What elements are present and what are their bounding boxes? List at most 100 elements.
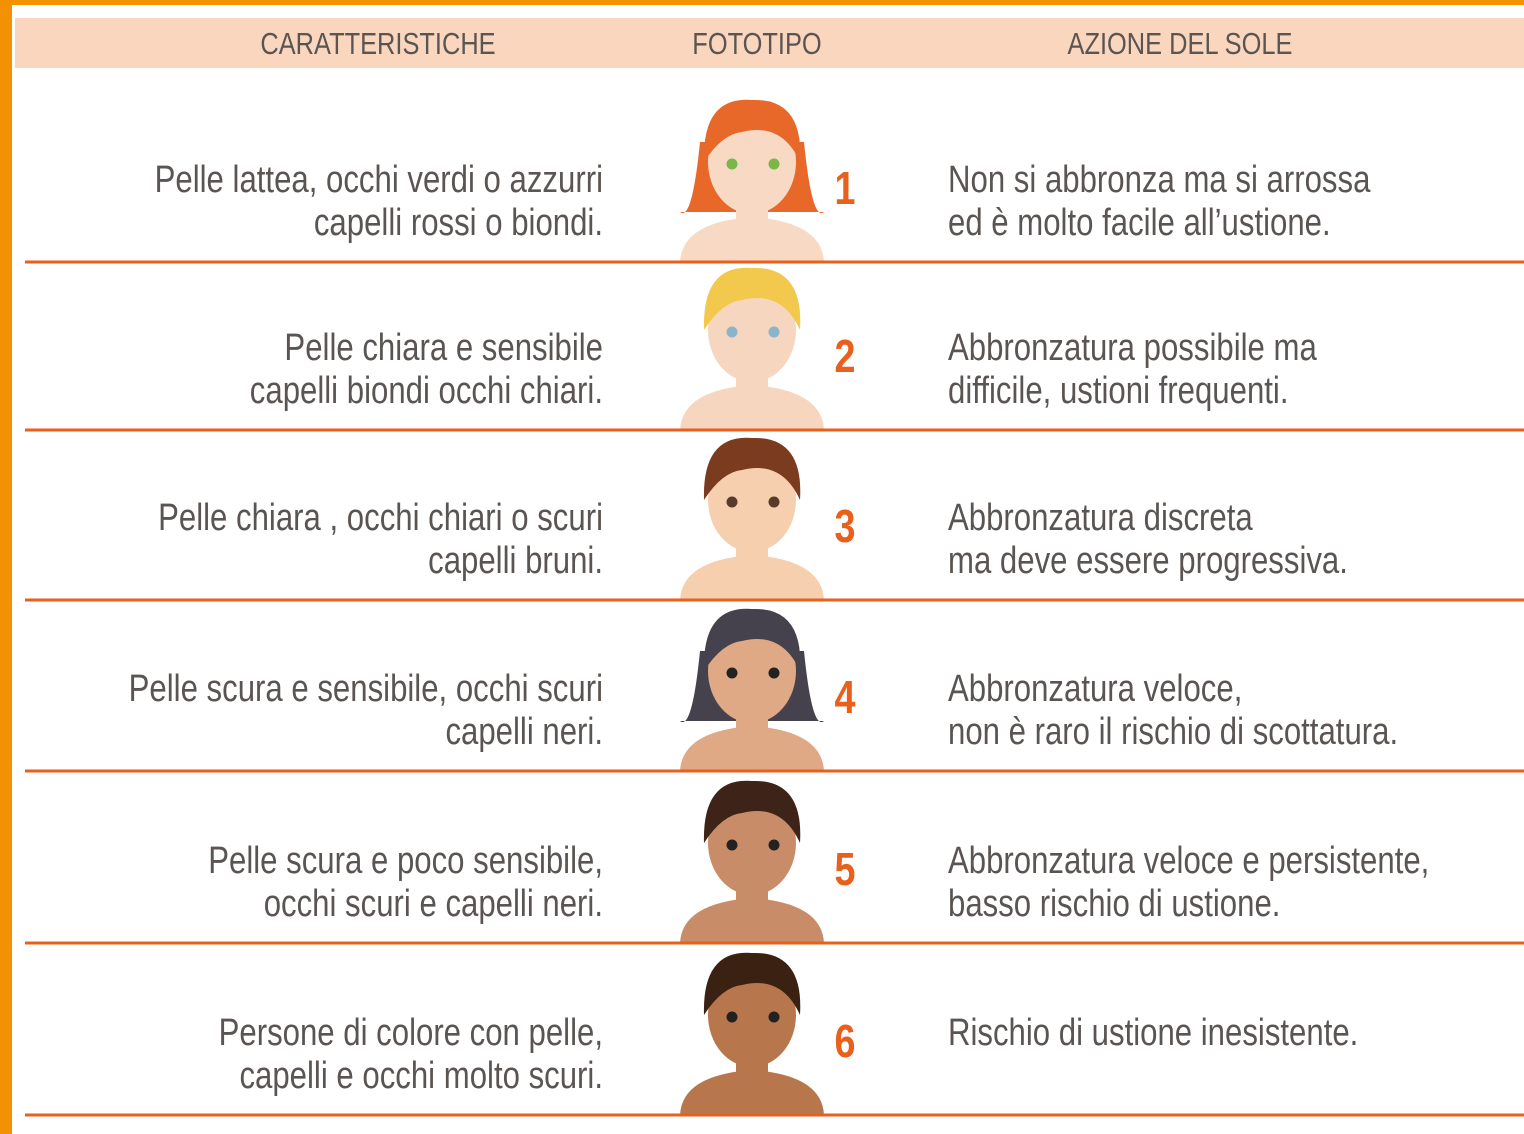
shoulders <box>680 726 824 771</box>
sun-action-line-group: Abbronzatura possibile ma <box>948 327 1317 369</box>
eye <box>726 496 738 508</box>
header-band <box>15 18 1524 68</box>
column-header: AZIONE DEL SOLE <box>1068 27 1293 62</box>
sun-action-line-group: Abbronzatura discreta <box>948 497 1253 539</box>
shoulders <box>680 555 824 600</box>
sun-action-line: Abbronzatura veloce, <box>948 668 1242 710</box>
characteristics-line: capelli rossi o biondi. <box>314 202 603 244</box>
characteristics-line-group: Pelle lattea, occhi verdi o azzurri <box>155 159 603 201</box>
column-header-group: AZIONE DEL SOLE <box>1068 27 1293 62</box>
eye <box>726 326 738 338</box>
head <box>708 110 796 214</box>
head <box>708 278 796 382</box>
phototype-number-group: 2 <box>835 330 856 381</box>
characteristics-line-group: capelli neri. <box>445 711 603 753</box>
eye <box>726 1011 738 1023</box>
sun-action-line-group: Rischio di ustione inesistente. <box>948 1012 1358 1054</box>
sun-action-line: Non si abbronza ma si arrossa <box>948 159 1371 201</box>
shoulders <box>680 1070 824 1115</box>
characteristics-line: Pelle scura e sensibile, occhi scuri <box>129 668 603 710</box>
sun-action-line-group: Non si abbronza ma si arrossa <box>948 159 1371 201</box>
eye <box>768 158 780 170</box>
face-icon <box>680 267 824 430</box>
face-icon <box>680 608 824 771</box>
sun-action-line-group: Abbronzatura veloce e persistente, <box>948 840 1429 882</box>
sun-action-line: Rischio di ustione inesistente. <box>948 1012 1358 1054</box>
characteristics-line-group: Pelle scura e sensibile, occhi scuri <box>129 668 603 710</box>
sun-action-line-group: ma deve essere progressiva. <box>948 540 1348 582</box>
sun-action-line: Abbronzatura discreta <box>948 497 1253 539</box>
face-icon <box>680 437 824 600</box>
eye <box>726 667 738 679</box>
sun-action-line-group: ed è molto facile all’ustione. <box>948 202 1331 244</box>
sun-action-line: non è raro il rischio di scottatura. <box>948 711 1398 753</box>
sun-action-line-group: basso rischio di ustione. <box>948 883 1280 925</box>
characteristics-line-group: Pelle chiara e sensibile <box>284 327 603 369</box>
characteristics-line: Pelle lattea, occhi verdi o azzurri <box>155 159 603 201</box>
eye <box>726 839 738 851</box>
characteristics-line-group: capelli e occhi molto scuri. <box>239 1055 603 1097</box>
characteristics-line-group: capelli bruni. <box>428 540 603 582</box>
phototype-number: 5 <box>835 843 856 894</box>
phototype-number: 1 <box>835 162 856 213</box>
column-header: FOTOTIPO <box>692 27 821 62</box>
phototype-number-group: 6 <box>835 1015 856 1066</box>
column-header-group: CARATTERISTICHE <box>260 27 495 62</box>
phototype-number-group: 1 <box>835 162 856 213</box>
shoulders <box>680 217 824 262</box>
phototype-number-group: 5 <box>835 843 856 894</box>
phototype-number-group: 3 <box>835 500 856 551</box>
characteristics-line: capelli neri. <box>445 711 603 753</box>
eye <box>768 326 780 338</box>
characteristics-line: Persone di colore con pelle, <box>219 1012 603 1054</box>
left-border <box>0 0 12 1134</box>
characteristics-line-group: Pelle chiara , occhi chiari o scuri <box>158 497 603 539</box>
characteristics-line: capelli e occhi molto scuri. <box>239 1055 603 1097</box>
phototype-number: 3 <box>835 500 856 551</box>
face-icon <box>680 780 824 943</box>
characteristics-line-group: capelli biondi occhi chiari. <box>250 370 603 412</box>
characteristics-line: Pelle chiara e sensibile <box>284 327 603 369</box>
characteristics-line-group: occhi scuri e capelli neri. <box>264 883 603 925</box>
phototype-number: 6 <box>835 1015 856 1066</box>
sun-action-line-group: Abbronzatura veloce, <box>948 668 1242 710</box>
column-header: CARATTERISTICHE <box>260 27 495 62</box>
face-icon <box>680 99 824 262</box>
characteristics-line-group: capelli rossi o biondi. <box>314 202 603 244</box>
characteristics-line: capelli biondi occhi chiari. <box>250 370 603 412</box>
sun-action-line-group: non è raro il rischio di scottatura. <box>948 711 1398 753</box>
eye <box>768 496 780 508</box>
phototype-number: 4 <box>835 671 857 722</box>
hair-top <box>703 267 801 330</box>
phototype-number-group: 4 <box>835 671 857 722</box>
head <box>708 963 796 1067</box>
characteristics-line: Pelle scura e poco sensibile, <box>208 840 603 882</box>
sun-action-line: Abbronzatura veloce e persistente, <box>948 840 1429 882</box>
face-icon <box>680 952 824 1115</box>
hair-top <box>703 608 801 671</box>
sun-action-line: Abbronzatura possibile ma <box>948 327 1317 369</box>
head <box>708 791 796 895</box>
eye <box>768 839 780 851</box>
sun-action-line-group: difficile, ustioni frequenti. <box>948 370 1289 412</box>
sun-action-line: difficile, ustioni frequenti. <box>948 370 1289 412</box>
hair-top <box>703 952 801 1015</box>
eye <box>768 1011 780 1023</box>
eye <box>768 667 780 679</box>
characteristics-line-group: Persone di colore con pelle, <box>219 1012 603 1054</box>
top-border <box>0 0 1524 5</box>
eye <box>726 158 738 170</box>
hair-top <box>703 780 801 843</box>
head <box>708 619 796 723</box>
characteristics-line: occhi scuri e capelli neri. <box>264 883 603 925</box>
characteristics-line: capelli bruni. <box>428 540 603 582</box>
sun-action-line: basso rischio di ustione. <box>948 883 1280 925</box>
hair-top <box>703 437 801 500</box>
characteristics-line-group: Pelle scura e poco sensibile, <box>208 840 603 882</box>
sun-action-line: ed è molto facile all’ustione. <box>948 202 1331 244</box>
column-header-group: FOTOTIPO <box>692 27 821 62</box>
characteristics-line: Pelle chiara , occhi chiari o scuri <box>158 497 603 539</box>
head <box>708 448 796 552</box>
